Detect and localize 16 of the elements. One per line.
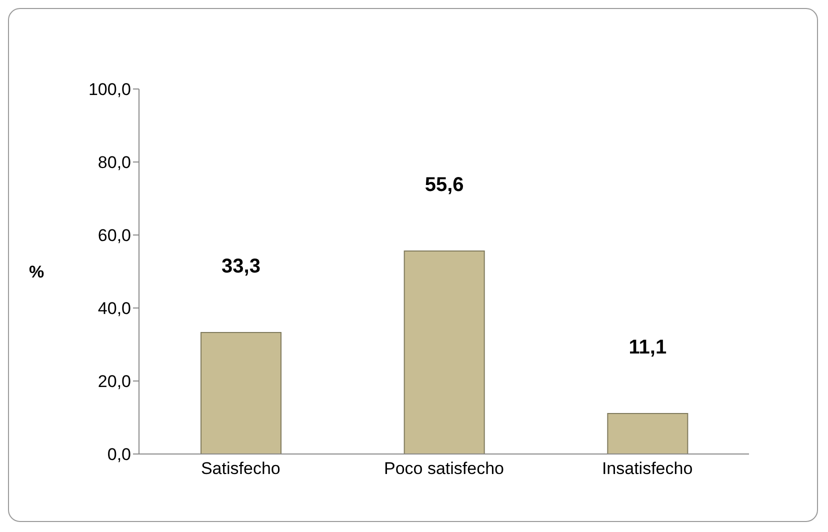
y-tick-label: 40,0 (98, 299, 131, 318)
bar (607, 412, 688, 454)
bar (404, 250, 485, 454)
x-tick-label: Poco satisfecho (384, 459, 504, 478)
x-tick-label: Insatisfecho (602, 459, 693, 478)
y-tick-label: 20,0 (98, 372, 131, 392)
y-tick-label: 0,0 (107, 445, 131, 464)
x-tick-label: Satisfecho (200, 459, 280, 478)
y-tick-label: 80,0 (98, 153, 131, 172)
data-label: 55,6 (424, 174, 464, 196)
y-axis-title: % (29, 262, 44, 282)
data-label: 33,3 (222, 255, 260, 278)
data-label: 11,1 (628, 336, 667, 358)
y-tick-label: 100,0 (88, 80, 131, 100)
bar (200, 332, 282, 454)
y-tick-label: 60,0 (98, 226, 131, 246)
